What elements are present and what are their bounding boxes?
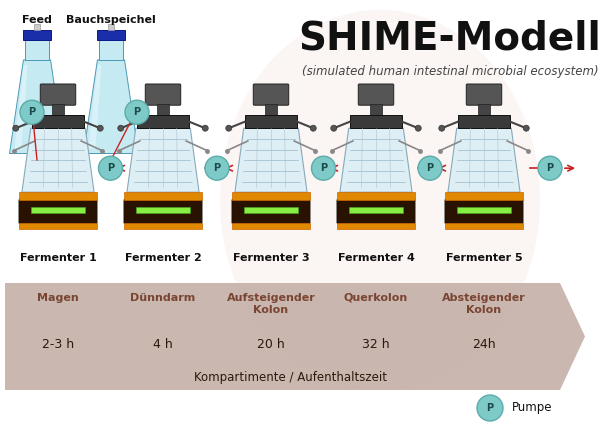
Circle shape [202, 125, 208, 131]
Text: P: P [320, 163, 327, 173]
Polygon shape [23, 30, 50, 40]
Polygon shape [83, 60, 139, 153]
Circle shape [118, 125, 124, 131]
Ellipse shape [220, 10, 540, 390]
Text: Dünndarm: Dünndarm [130, 293, 196, 303]
Text: Fermenter 4: Fermenter 4 [338, 253, 415, 263]
Bar [458, 115, 511, 128]
Text: Kompartimente / Aufenthaltszeit: Kompartimente / Aufenthaltszeit [193, 371, 386, 385]
Text: Fermenter 3: Fermenter 3 [233, 253, 310, 263]
Text: 24h: 24h [472, 338, 496, 351]
Bar [137, 115, 190, 128]
Polygon shape [10, 60, 65, 153]
Bar [136, 207, 190, 212]
FancyBboxPatch shape [337, 199, 415, 223]
Text: (simulated human intestinal microbial ecosystem): (simulated human intestinal microbial ec… [302, 65, 598, 78]
FancyBboxPatch shape [232, 199, 310, 223]
Circle shape [523, 125, 529, 131]
Text: Bauchspeichel: Bauchspeichel [66, 15, 156, 25]
FancyBboxPatch shape [445, 199, 523, 223]
Polygon shape [340, 128, 412, 192]
Text: P: P [214, 163, 221, 173]
Text: Absteigender
Kolon: Absteigender Kolon [442, 293, 526, 315]
Text: Feed: Feed [22, 15, 52, 25]
Bar [52, 104, 64, 115]
Text: 32 h: 32 h [362, 338, 390, 351]
Text: 20 h: 20 h [257, 338, 285, 351]
Bar [124, 192, 202, 200]
Polygon shape [14, 65, 28, 148]
Polygon shape [235, 128, 307, 192]
Polygon shape [108, 23, 114, 30]
Polygon shape [100, 40, 122, 60]
Polygon shape [127, 128, 199, 192]
Text: Fermenter 5: Fermenter 5 [446, 253, 523, 263]
Text: 4 h: 4 h [153, 338, 173, 351]
Polygon shape [34, 23, 40, 30]
Circle shape [98, 156, 122, 180]
Bar [457, 207, 511, 212]
Text: 2-3 h: 2-3 h [42, 338, 74, 351]
Circle shape [439, 125, 445, 131]
Bar [232, 223, 310, 229]
Bar [245, 115, 298, 128]
Circle shape [418, 156, 442, 180]
Text: P: P [133, 107, 140, 117]
Circle shape [311, 156, 335, 180]
Circle shape [13, 125, 19, 131]
Bar [124, 223, 202, 229]
FancyBboxPatch shape [466, 84, 502, 105]
Text: P: P [487, 403, 494, 413]
Circle shape [477, 395, 503, 421]
Bar [370, 104, 382, 115]
Bar [337, 192, 415, 200]
Bar [445, 223, 523, 229]
Text: Aufsteigender
Kolon: Aufsteigender Kolon [227, 293, 316, 315]
FancyBboxPatch shape [358, 84, 394, 105]
FancyBboxPatch shape [19, 199, 97, 223]
FancyBboxPatch shape [253, 84, 289, 105]
Circle shape [538, 156, 562, 180]
Circle shape [331, 125, 337, 131]
Bar [31, 207, 85, 212]
FancyBboxPatch shape [145, 84, 181, 105]
Text: Querkolon: Querkolon [344, 293, 408, 303]
Circle shape [125, 100, 149, 124]
Bar [337, 223, 415, 229]
Polygon shape [25, 40, 49, 60]
Text: P: P [107, 163, 114, 173]
FancyBboxPatch shape [40, 84, 76, 105]
Circle shape [310, 125, 316, 131]
Bar [19, 223, 97, 229]
Bar [157, 104, 169, 115]
Polygon shape [5, 283, 585, 390]
Text: P: P [547, 163, 554, 173]
Polygon shape [448, 128, 520, 192]
Bar [265, 104, 277, 115]
Polygon shape [89, 65, 101, 148]
Text: P: P [427, 163, 434, 173]
Text: SHIME-Modell: SHIME-Modell [299, 19, 600, 57]
Circle shape [20, 100, 44, 124]
Text: Fermenter 1: Fermenter 1 [20, 253, 97, 263]
Bar [349, 207, 403, 212]
Bar [350, 115, 403, 128]
Bar [232, 192, 310, 200]
Bar [19, 192, 97, 200]
Text: P: P [28, 107, 35, 117]
Circle shape [226, 125, 232, 131]
Circle shape [97, 125, 103, 131]
Bar [445, 192, 523, 200]
Polygon shape [97, 30, 125, 40]
Polygon shape [22, 128, 94, 192]
Text: Pumpe: Pumpe [512, 402, 553, 415]
Text: Magen: Magen [37, 293, 79, 303]
Circle shape [205, 156, 229, 180]
Bar [478, 104, 490, 115]
Text: Fermenter 2: Fermenter 2 [125, 253, 202, 263]
Bar [32, 115, 85, 128]
Bar [244, 207, 298, 212]
FancyBboxPatch shape [124, 199, 202, 223]
Circle shape [415, 125, 421, 131]
